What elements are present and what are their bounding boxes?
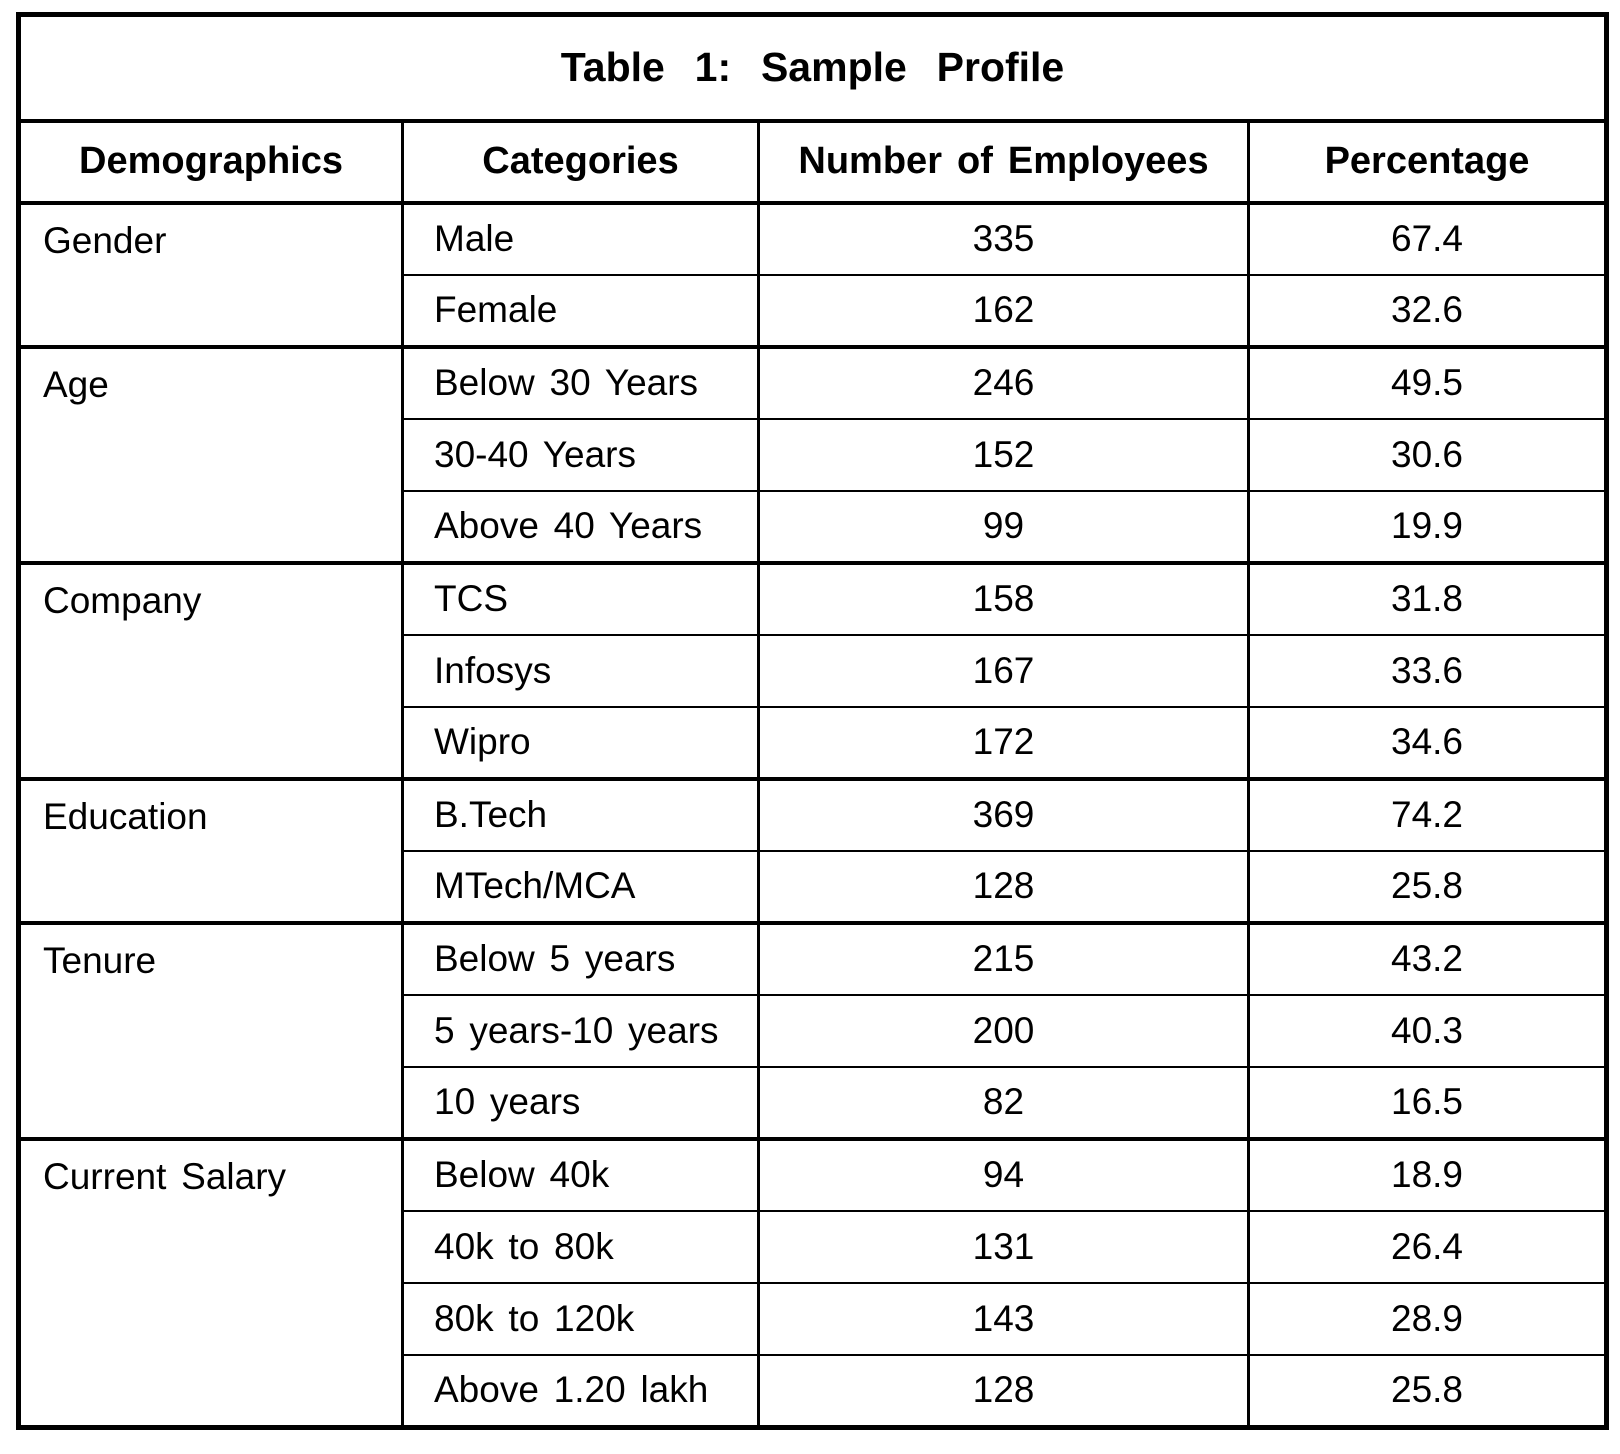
table-row: Above 1.20 lakh 128 25.8 <box>19 1354 1609 1427</box>
category-cell: 5 years-10 years <box>401 994 760 1067</box>
employees-cell: 94 <box>757 1137 1250 1211</box>
table-row: 10 years 82 16.5 <box>19 1066 1609 1139</box>
percentage-cell: 28.9 <box>1246 1282 1609 1355</box>
percentage-cell: 25.8 <box>1246 850 1609 923</box>
employees-cell: 369 <box>757 777 1250 851</box>
percentage-cell: 34.6 <box>1246 706 1609 779</box>
employees-cell: 335 <box>757 201 1250 275</box>
demographic-cell-education: Education <box>17 777 404 923</box>
demographic-cell-gender: Gender <box>17 201 404 347</box>
percentage-cell: 19.9 <box>1246 490 1609 563</box>
table-row: Infosys 167 33.6 <box>19 634 1609 707</box>
employees-cell: 128 <box>757 1354 1250 1427</box>
percentage-cell: 16.5 <box>1246 1066 1609 1139</box>
percentage-cell: 25.8 <box>1246 1354 1609 1427</box>
employees-cell: 99 <box>757 490 1250 563</box>
category-cell: Below 40k <box>401 1137 760 1211</box>
category-cell: 40k to 80k <box>401 1210 760 1283</box>
employees-cell: 82 <box>757 1066 1250 1139</box>
category-cell: Below 5 years <box>401 921 760 995</box>
demographic-cell-age: Age <box>17 345 404 563</box>
percentage-cell: 18.9 <box>1246 1137 1609 1211</box>
column-header-row: Demographics Categories Number of Employ… <box>17 121 1609 205</box>
percentage-cell: 33.6 <box>1246 634 1609 707</box>
percentage-cell: 32.6 <box>1246 274 1609 347</box>
category-cell: Female <box>401 274 760 347</box>
employees-cell: 152 <box>757 418 1250 491</box>
employees-cell: 162 <box>757 274 1250 347</box>
table-row: Tenure Below 5 years 215 43.2 <box>17 921 1609 1139</box>
demographic-cell-current-salary: Current Salary <box>17 1137 404 1427</box>
table-row: Female 162 32.6 <box>19 274 1609 347</box>
table-row: 40k to 80k 131 26.4 <box>19 1210 1609 1283</box>
employees-cell: 200 <box>757 994 1250 1067</box>
category-cell: 80k to 120k <box>401 1282 760 1355</box>
percentage-cell: 26.4 <box>1246 1210 1609 1283</box>
demographic-cell-tenure: Tenure <box>17 921 404 1139</box>
category-cell: 30-40 Years <box>401 418 760 491</box>
table-row: Above 40 Years 99 19.9 <box>19 490 1609 563</box>
column-header-categories: Categories <box>401 121 760 205</box>
column-header-employees: Number of Employees <box>757 121 1250 205</box>
table-row: 80k to 120k 143 28.9 <box>19 1282 1609 1355</box>
table-title: Table 1: Sample Profile <box>18 14 1607 123</box>
percentage-cell: 67.4 <box>1246 201 1609 275</box>
percentage-cell: 43.2 <box>1246 921 1609 995</box>
column-header-demographics: Demographics <box>17 121 404 205</box>
percentage-cell: 40.3 <box>1246 994 1609 1067</box>
table-title-row: Table 1: Sample Profile <box>18 14 1607 123</box>
employees-cell: 246 <box>757 345 1250 419</box>
category-cell: MTech/MCA <box>401 850 760 923</box>
sample-profile-table: Table 1: Sample Profile Demographics Cat… <box>16 12 1610 1430</box>
category-cell: Above 1.20 lakh <box>401 1354 760 1427</box>
table-row: Education B.Tech 369 74.2 <box>17 777 1609 923</box>
percentage-cell: 74.2 <box>1246 777 1609 851</box>
category-cell: Male <box>401 201 760 275</box>
category-cell: TCS <box>401 561 760 635</box>
table-row: Current Salary Below 40k 94 18.9 <box>17 1137 1609 1427</box>
table-row: MTech/MCA 128 25.8 <box>19 850 1609 923</box>
percentage-cell: 30.6 <box>1246 418 1609 491</box>
employees-cell: 158 <box>757 561 1250 635</box>
table-row: Company TCS 158 31.8 <box>17 561 1609 779</box>
table-row: 30-40 Years 152 30.6 <box>19 418 1609 491</box>
category-cell: Wipro <box>401 706 760 779</box>
category-cell: B.Tech <box>401 777 760 851</box>
employees-cell: 131 <box>757 1210 1250 1283</box>
table-row: Wipro 172 34.6 <box>19 706 1609 779</box>
employees-cell: 167 <box>757 634 1250 707</box>
table-row: 5 years-10 years 200 40.3 <box>19 994 1609 1067</box>
column-header-percentage: Percentage <box>1246 121 1609 205</box>
employees-cell: 215 <box>757 921 1250 995</box>
demographic-cell-company: Company <box>17 561 404 779</box>
percentage-cell: 31.8 <box>1246 561 1609 635</box>
employees-cell: 172 <box>757 706 1250 779</box>
category-cell: Below 30 Years <box>401 345 760 419</box>
category-cell: 10 years <box>401 1066 760 1139</box>
category-cell: Infosys <box>401 634 760 707</box>
table-row: Age Below 30 Years 246 49.5 <box>17 345 1609 563</box>
percentage-cell: 49.5 <box>1246 345 1609 419</box>
category-cell: Above 40 Years <box>401 490 760 563</box>
table-row: Gender Male 335 67.4 <box>17 201 1609 347</box>
employees-cell: 143 <box>757 1282 1250 1355</box>
employees-cell: 128 <box>757 850 1250 923</box>
